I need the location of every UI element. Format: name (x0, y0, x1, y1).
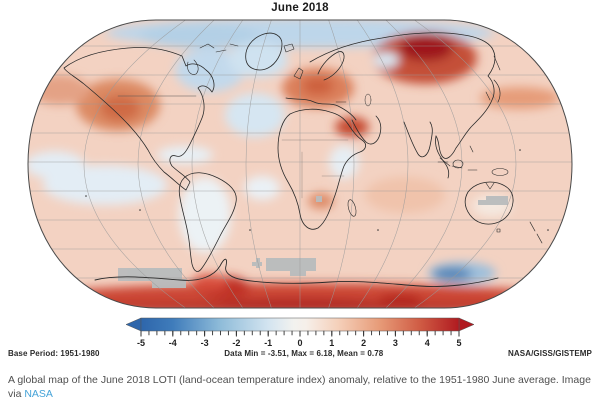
tick-label: -3 (201, 338, 209, 348)
anomaly-colorbar: -5 -4 -3 -2 -1 0 1 2 3 4 5 (125, 317, 475, 348)
tick-label: 0 (297, 338, 302, 348)
colorbar-major-ticks (140, 331, 460, 337)
stats-label: Data Min = -3.51, Max = 6.18, Mean = 0.7… (224, 349, 384, 358)
tick-label: 2 (361, 338, 366, 348)
tick-label: -5 (137, 338, 145, 348)
tick-label: 1 (329, 338, 334, 348)
tick-label: -4 (169, 338, 177, 348)
figure-footer: Base Period: 1951-1980 Data Min = -3.51,… (8, 349, 592, 358)
colorbar-gradient (140, 317, 460, 332)
graticule (28, 20, 572, 308)
base-period-label: Base Period: 1951-1980 (8, 349, 100, 358)
map-outline (27, 19, 573, 309)
world-anomaly-map (27, 19, 573, 309)
tick-label: 5 (456, 338, 461, 348)
colorbar-right-arrow (458, 317, 475, 332)
figure-title: June 2018 (271, 2, 329, 14)
tick-label: 4 (425, 338, 430, 348)
tick-label: -2 (232, 338, 240, 348)
caption: A global map of the June 2018 LOTI (land… (8, 373, 596, 404)
tick-label: -1 (264, 338, 272, 348)
credit-label: NASA/GISS/GISTEMP (508, 349, 592, 358)
nasa-giss-link[interactable]: GISS (8, 402, 33, 404)
coastlines (63, 32, 549, 287)
tick-label: 3 (393, 338, 398, 348)
caption-text: A global map of the June 2018 LOTI (land… (8, 374, 591, 400)
nasa-giss-link[interactable]: NASA (24, 388, 53, 400)
colorbar-left-arrow (125, 317, 142, 332)
colorbar-tick-labels: -5 -4 -3 -2 -1 0 1 2 3 4 5 (137, 338, 462, 348)
